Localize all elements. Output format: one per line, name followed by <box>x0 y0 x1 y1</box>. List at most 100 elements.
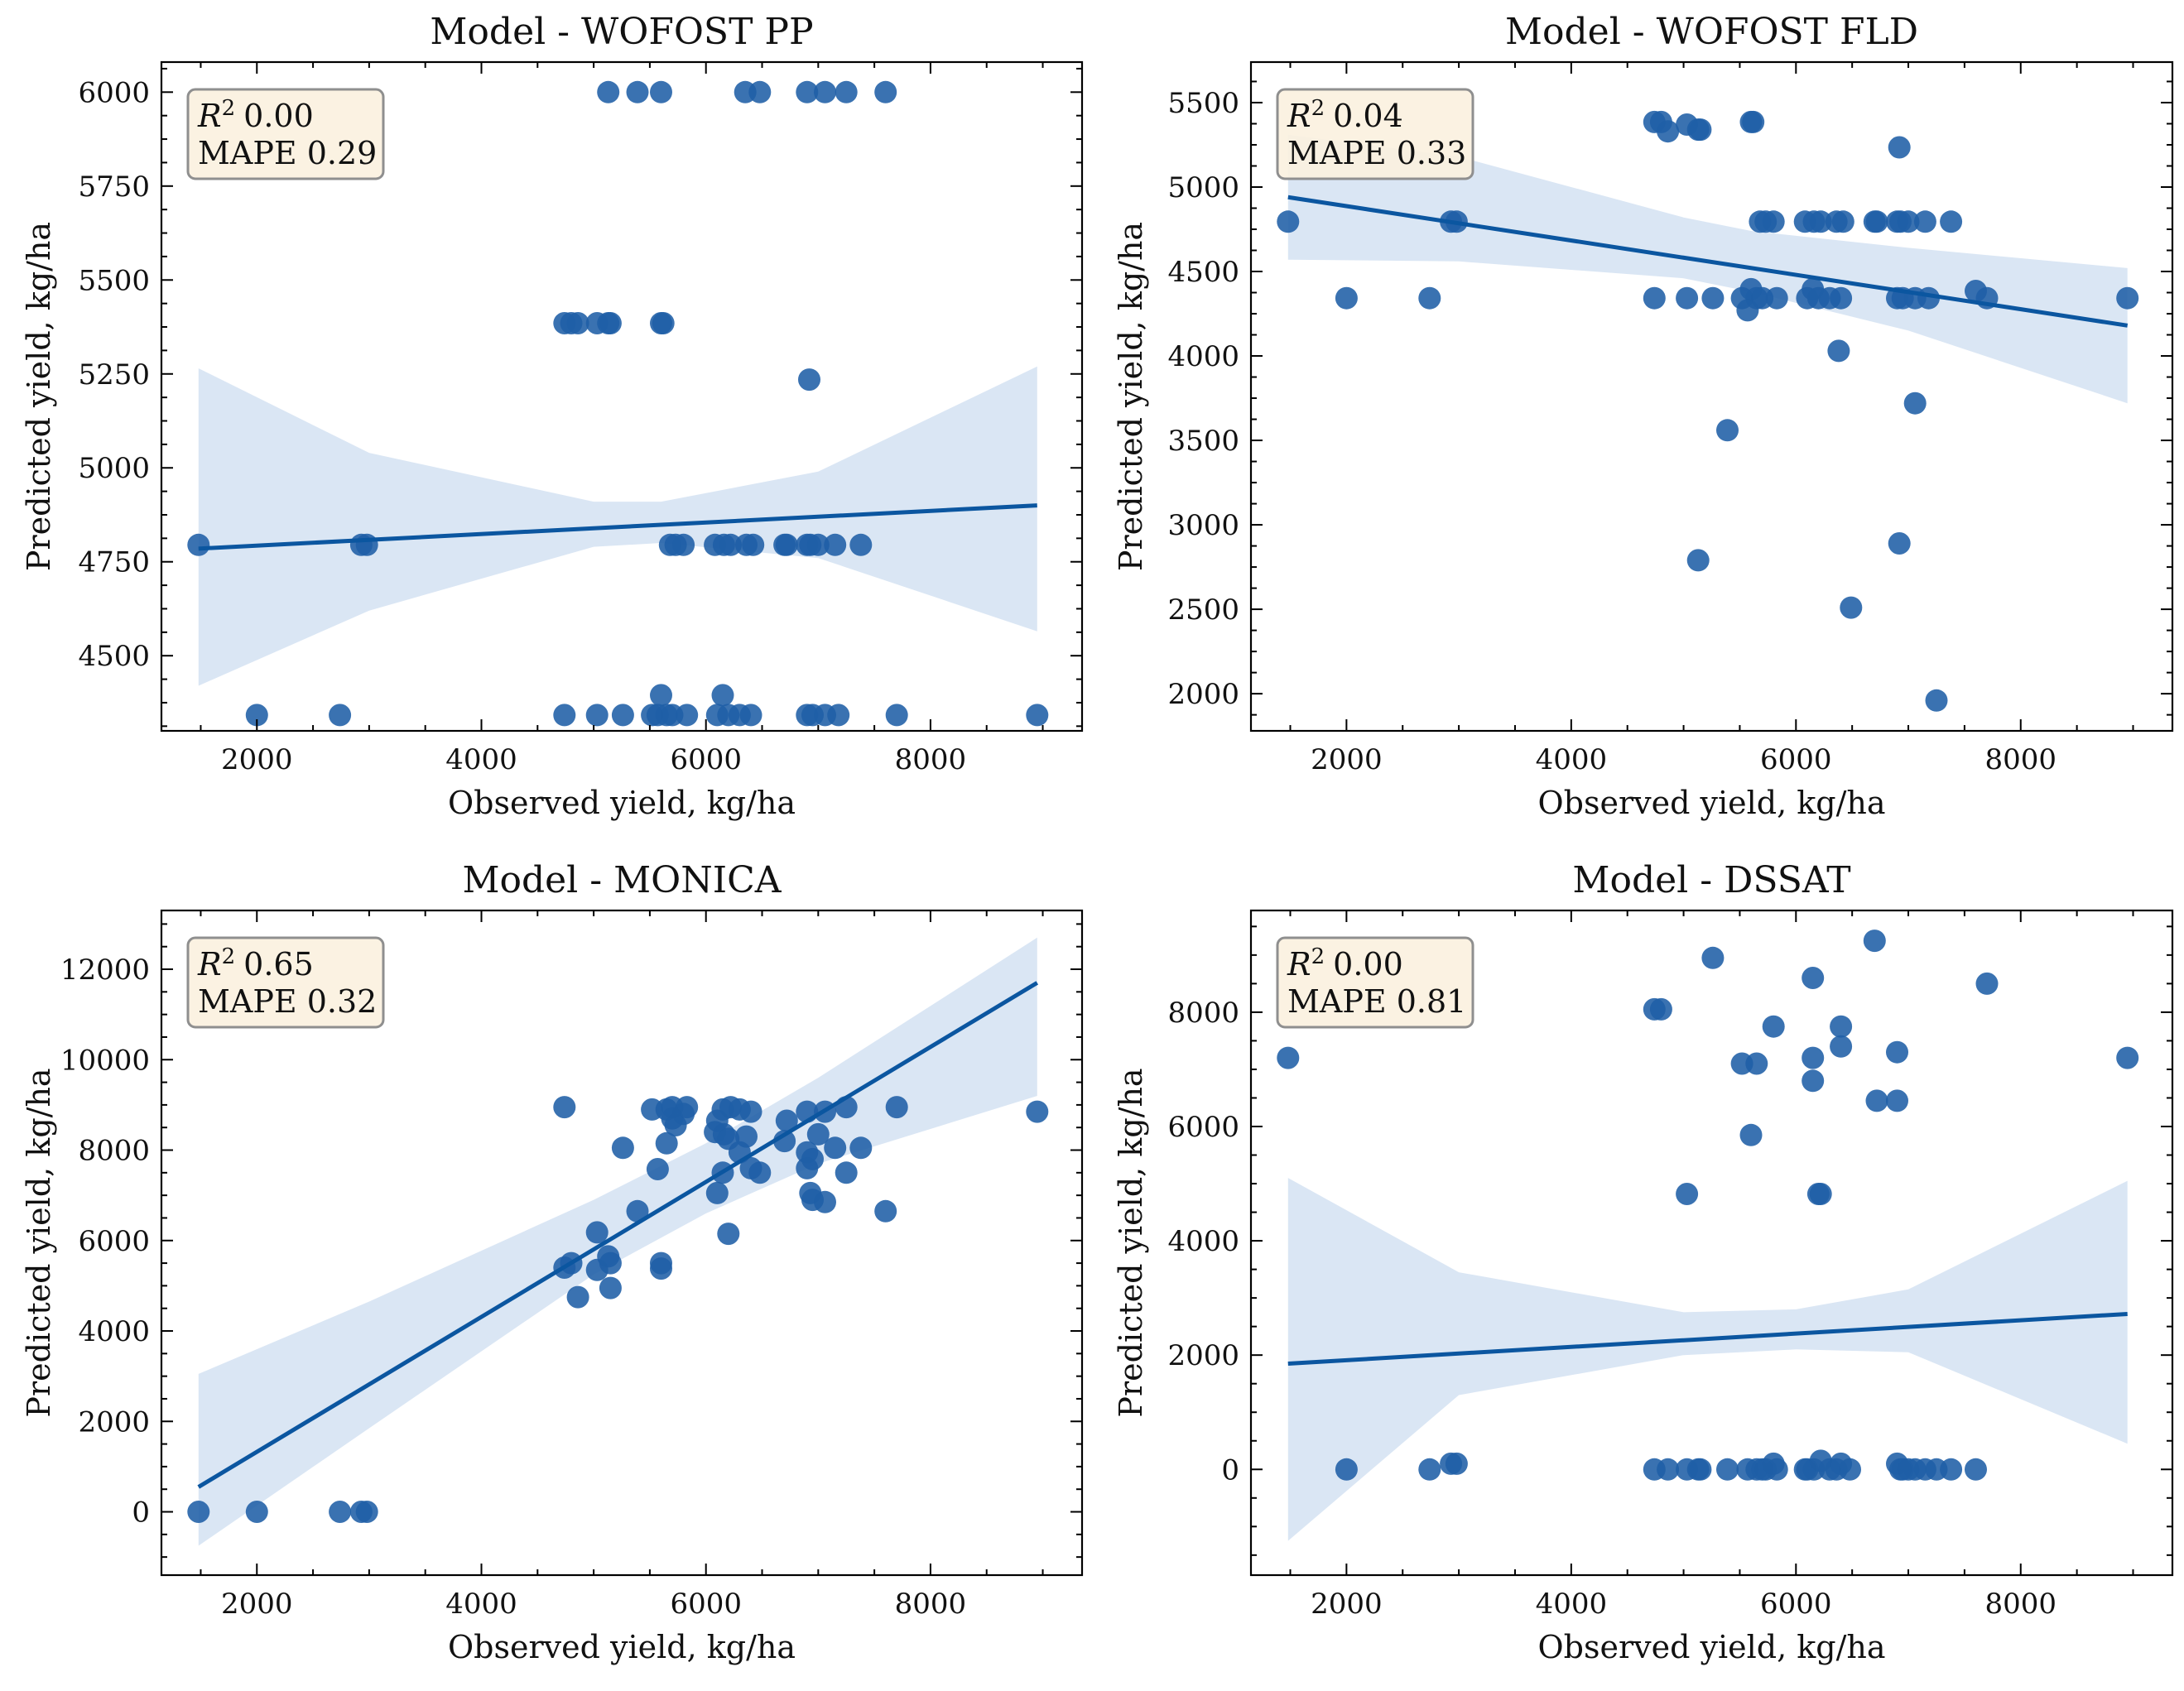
data-point <box>1865 210 1888 233</box>
data-point <box>599 312 622 334</box>
x-tick-label: 8000 <box>895 743 967 776</box>
x-axis-label: Observed yield, kg/ha <box>1537 1629 1885 1665</box>
mape-text: MAPE 0.29 <box>198 135 377 171</box>
y-axis-label: Predicted yield, kg/ha <box>21 1068 57 1417</box>
data-point <box>711 684 734 707</box>
panel-monica: 2000 4000 6000 8000 0 2000 4000 6000 8000 10000 12… <box>0 844 1092 1688</box>
r-squared-text: R2 0.04 <box>1287 96 1403 134</box>
mape-text: MAPE 0.81 <box>1287 983 1466 1020</box>
chart-monica: 2000 4000 6000 8000 0 2000 4000 6000 8000 10000 12… <box>21 859 1084 1665</box>
x-tick-label: 6000 <box>670 1588 742 1621</box>
confidence-band <box>198 937 1037 1546</box>
data-point <box>806 1122 830 1146</box>
data-point <box>874 80 897 103</box>
data-point <box>626 1199 649 1223</box>
data-point <box>796 80 819 103</box>
data-point <box>1739 1123 1763 1146</box>
data-point <box>748 80 772 103</box>
data-point <box>1418 1458 1441 1481</box>
r-squared-value: 0.04 <box>1333 98 1403 134</box>
chart-wofost-fld: 2000 4000 6000 8000 2000 2500 3000 3500 4000 4500… <box>1113 11 2174 821</box>
data-point <box>1940 1458 1963 1481</box>
r-symbol: R <box>1287 946 1311 982</box>
chart-title: Model - WOFOST FLD <box>1505 11 1918 53</box>
r-symbol: R <box>197 946 222 982</box>
data-point <box>824 533 847 556</box>
data-point <box>814 80 836 103</box>
data-point <box>597 80 620 103</box>
data-point <box>1897 210 1920 233</box>
y-tick-label: 4750 <box>78 546 150 579</box>
plot-frame <box>1249 60 2174 733</box>
data-point <box>885 1096 908 1119</box>
data-point <box>553 704 576 727</box>
data-point <box>187 533 210 556</box>
data-point <box>801 1147 824 1170</box>
y-tick-label: 2000 <box>1167 678 1239 711</box>
y-tick-label: 5500 <box>1167 87 1239 120</box>
regression-line <box>1287 195 2129 328</box>
data-point <box>1765 1458 1788 1481</box>
data-point <box>1827 339 1850 363</box>
plot-frame <box>160 909 1084 1577</box>
data-point <box>1888 136 1911 159</box>
data-point <box>1676 1183 1699 1205</box>
y-tick-label: 4000 <box>78 1315 150 1348</box>
stats-box-frame <box>1276 936 1474 1029</box>
y-axis-label: Predicted yield, kg/ha <box>1113 1068 1149 1417</box>
x-tick-label: 2000 <box>221 1588 293 1621</box>
y-tick-label: 2000 <box>1167 1339 1239 1372</box>
r-squared-text: R2 0.65 <box>197 944 314 982</box>
scatter-points <box>187 1096 1049 1523</box>
data-point <box>626 80 649 103</box>
data-point <box>835 1161 858 1184</box>
data-point <box>1830 1035 1853 1058</box>
data-point <box>1762 1015 1785 1038</box>
data-point <box>1830 1015 1853 1038</box>
data-point <box>650 684 672 707</box>
data-point <box>1716 419 1739 442</box>
data-point <box>705 1181 729 1204</box>
mape-text: MAPE 0.33 <box>1287 135 1466 171</box>
data-point <box>775 533 798 556</box>
data-point <box>329 1501 352 1523</box>
data-point <box>650 80 672 103</box>
x-tick-label: 6000 <box>670 743 742 776</box>
data-point <box>742 533 765 556</box>
y-tick-label: 5750 <box>78 171 150 204</box>
data-point <box>849 1136 873 1160</box>
data-point <box>1686 549 1710 572</box>
data-point <box>773 1130 796 1153</box>
data-point <box>1445 1452 1468 1475</box>
data-point <box>1765 286 1788 310</box>
data-point <box>2116 1046 2139 1069</box>
chart-dssat: 2000 4000 6000 8000 0 2000 4000 6000 8000 Model -… <box>1113 859 2174 1665</box>
plot-frame <box>1249 909 2174 1577</box>
r-squared-value: 0.00 <box>243 98 314 134</box>
data-point <box>1840 596 1863 619</box>
data-point <box>739 704 762 727</box>
data-point <box>1745 1052 1768 1075</box>
y-tick-label: 3000 <box>1167 509 1239 542</box>
data-point <box>585 704 609 727</box>
regression-line <box>198 503 1037 551</box>
data-point <box>1940 210 1963 233</box>
data-point <box>1863 930 1886 953</box>
scatter-points <box>1277 930 2139 1481</box>
y-tick-label: 4500 <box>1167 256 1239 289</box>
data-point <box>1026 1100 1049 1123</box>
chart-wofost-pp: 2000 4000 6000 8000 4500 4750 5000 5250 5500 5750… <box>21 11 1084 821</box>
y-tick-label: 6000 <box>78 76 150 109</box>
data-point <box>650 1251 672 1275</box>
y-tick-label: 8000 <box>78 1135 150 1168</box>
data-point <box>655 1131 678 1155</box>
x-tick-label: 6000 <box>1760 743 1832 776</box>
stats-box-frame <box>186 936 385 1029</box>
data-point <box>1925 689 1948 712</box>
x-tick-label: 2000 <box>221 743 293 776</box>
data-point <box>798 368 820 392</box>
data-point <box>1762 210 1785 233</box>
y-tick-label: 2000 <box>78 1405 150 1439</box>
data-point <box>1643 286 1666 310</box>
